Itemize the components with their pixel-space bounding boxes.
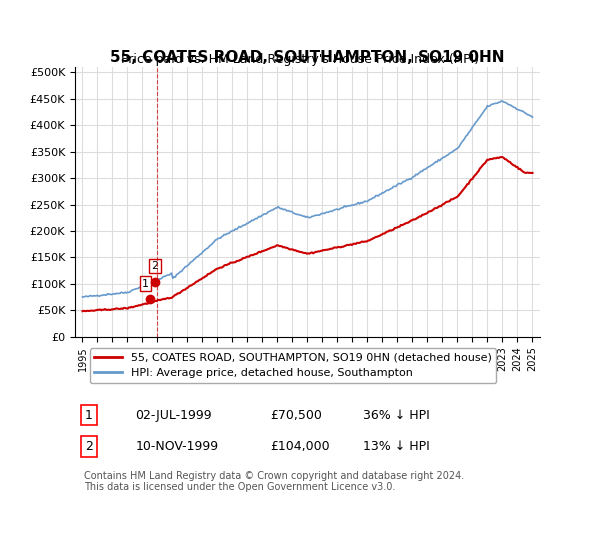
Text: £70,500: £70,500 [270, 409, 322, 422]
Text: 2: 2 [85, 440, 93, 453]
Text: 02-JUL-1999: 02-JUL-1999 [136, 409, 212, 422]
Text: 1: 1 [85, 409, 93, 422]
Text: 1: 1 [142, 278, 149, 288]
Text: Contains HM Land Registry data © Crown copyright and database right 2024.
This d: Contains HM Land Registry data © Crown c… [84, 471, 464, 492]
Text: 10-NOV-1999: 10-NOV-1999 [136, 440, 218, 453]
Title: 55, COATES ROAD, SOUTHAMPTON, SO19 0HN: 55, COATES ROAD, SOUTHAMPTON, SO19 0HN [110, 50, 505, 64]
Text: £104,000: £104,000 [270, 440, 330, 453]
Text: 2: 2 [151, 261, 158, 271]
Text: 13% ↓ HPI: 13% ↓ HPI [364, 440, 430, 453]
Text: 36% ↓ HPI: 36% ↓ HPI [364, 409, 430, 422]
Text: Price paid vs. HM Land Registry's House Price Index (HPI): Price paid vs. HM Land Registry's House … [121, 53, 479, 66]
Legend: 55, COATES ROAD, SOUTHAMPTON, SO19 0HN (detached house), HPI: Average price, det: 55, COATES ROAD, SOUTHAMPTON, SO19 0HN (… [90, 348, 496, 383]
